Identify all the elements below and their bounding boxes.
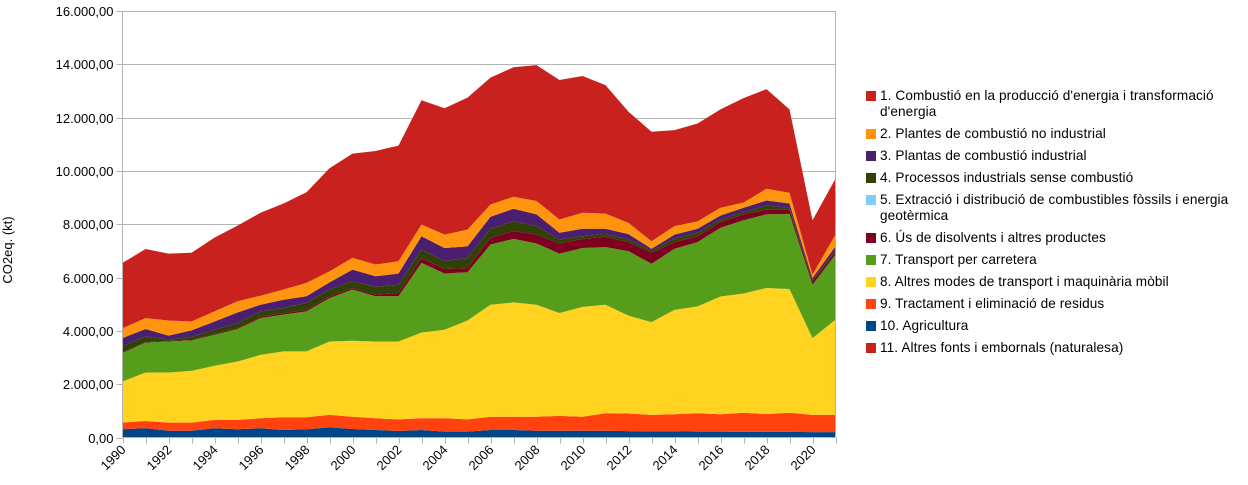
legend-swatch bbox=[866, 277, 876, 287]
x-tick-label: 2020 bbox=[788, 442, 819, 473]
x-tick-label: 2002 bbox=[374, 442, 405, 473]
y-tick-label: 10.000,00 bbox=[56, 164, 114, 179]
legend-swatch bbox=[866, 129, 876, 139]
legend-item[interactable]: 1. Combustió en la producció d'energia i… bbox=[866, 88, 1241, 120]
area-series-3 bbox=[122, 200, 836, 346]
x-tick-label: 2008 bbox=[512, 442, 543, 473]
y-tick-label: 4.000,00 bbox=[63, 324, 114, 339]
area-series-10 bbox=[122, 427, 836, 438]
legend-item[interactable]: 7. Transport per carretera bbox=[866, 252, 1241, 268]
x-tick-label: 2016 bbox=[696, 442, 727, 473]
legend-swatch bbox=[866, 173, 876, 183]
y-tick-label: 2.000,00 bbox=[63, 377, 114, 392]
legend-label: 11. Altres fonts i embornals (naturalesa… bbox=[880, 340, 1124, 355]
legend-item[interactable]: 8. Altres modes de transport i maquinàri… bbox=[866, 274, 1241, 290]
x-tick-label: 1990 bbox=[98, 442, 129, 473]
legend-swatch bbox=[866, 151, 876, 161]
y-tick-label: 14.000,00 bbox=[56, 57, 114, 72]
legend-label: 1. Combustió en la producció d'energia i… bbox=[880, 88, 1214, 119]
legend-item[interactable]: 11. Altres fonts i embornals (naturalesa… bbox=[866, 340, 1241, 356]
legend-item[interactable]: 4. Processos industrials sense combustió bbox=[866, 170, 1241, 186]
legend-label: 7. Transport per carretera bbox=[880, 252, 1037, 267]
area-series-1 bbox=[122, 65, 836, 329]
area-series-4 bbox=[122, 205, 836, 353]
legend-label: 3. Plantas de combustió industrial bbox=[880, 148, 1087, 163]
legend-label: 6. Ús de disolvents i altres productes bbox=[880, 230, 1106, 245]
y-tick-label: 8.000,00 bbox=[63, 217, 114, 232]
y-tick-label: 12.000,00 bbox=[56, 111, 114, 126]
legend-label: 4. Processos industrials sense combustió bbox=[880, 170, 1134, 185]
legend-item[interactable]: 10. Agricultura bbox=[866, 318, 1241, 334]
x-tick-label: 2018 bbox=[742, 442, 773, 473]
legend-label: 10. Agricultura bbox=[880, 318, 969, 333]
y-tick-label: 6.000,00 bbox=[63, 271, 114, 286]
legend-swatch bbox=[866, 195, 876, 205]
legend: 1. Combustió en la producció d'energia i… bbox=[866, 88, 1241, 362]
legend-swatch bbox=[866, 233, 876, 243]
legend-item[interactable]: 9. Tractament i eliminació de residus bbox=[866, 296, 1241, 312]
x-tick-label: 2010 bbox=[558, 442, 589, 473]
legend-item[interactable]: 3. Plantas de combustió industrial bbox=[866, 148, 1241, 164]
axes bbox=[116, 11, 837, 444]
y-tick-label: 16.000,00 bbox=[56, 4, 114, 19]
legend-swatch bbox=[866, 321, 876, 331]
x-tick-label: 1996 bbox=[236, 442, 267, 473]
legend-label: 9. Tractament i eliminació de residus bbox=[880, 296, 1105, 311]
legend-label: 8. Altres modes de transport i maquinàri… bbox=[880, 274, 1169, 289]
area-series-2 bbox=[122, 188, 836, 339]
legend-item[interactable]: 5. Extracció i distribució de combustibl… bbox=[866, 192, 1241, 224]
x-tick-label: 2014 bbox=[650, 442, 681, 473]
x-tick-label: 1998 bbox=[282, 442, 313, 473]
x-tick-label: 2000 bbox=[328, 442, 359, 473]
y-tick-label: 0,00 bbox=[88, 431, 113, 446]
legend-item[interactable]: 6. Ús de disolvents i altres productes bbox=[866, 230, 1241, 246]
x-tick-label: 2012 bbox=[604, 442, 635, 473]
area-series-7 bbox=[122, 213, 836, 382]
area-series-8 bbox=[122, 287, 836, 423]
x-tick-label: 2006 bbox=[466, 442, 497, 473]
legend-label: 2. Plantes de combustió no industrial bbox=[880, 126, 1106, 141]
x-tick-label: 1992 bbox=[144, 442, 175, 473]
legend-item[interactable]: 2. Plantes de combustió no industrial bbox=[866, 126, 1241, 142]
area-series-9 bbox=[122, 412, 836, 433]
legend-swatch bbox=[866, 91, 876, 101]
x-tick-labels: 1990 1992 1994 1996 1998 2000 2002 2004 2006 2008… bbox=[98, 442, 819, 473]
legend-swatch bbox=[866, 255, 876, 265]
area-series bbox=[122, 65, 836, 438]
x-tick-label: 2004 bbox=[420, 442, 451, 473]
y-tick-labels: 0,00 2.000,00 4.000,00 6.000,00 8.000,00 10.0… bbox=[56, 4, 114, 446]
y-axis-title: CO2eq. (kt) bbox=[0, 216, 15, 283]
legend-label: 5. Extracció i distribució de combustibl… bbox=[880, 192, 1229, 223]
legend-swatch bbox=[866, 299, 876, 309]
x-tick-label: 1994 bbox=[190, 442, 221, 473]
legend-swatch bbox=[866, 343, 876, 353]
